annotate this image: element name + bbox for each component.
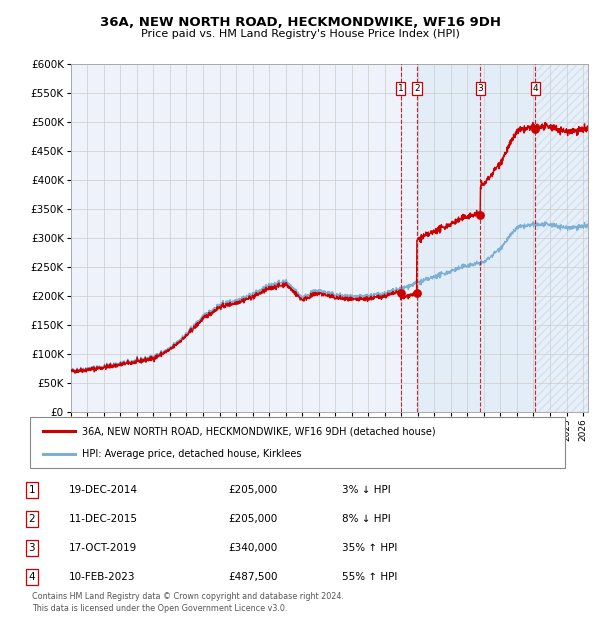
Point [476,210,485,220]
Text: 4: 4 [28,572,35,582]
Text: 4: 4 [533,84,538,93]
Bar [535,64,588,412]
Text: 3: 3 [478,84,484,93]
Text: 1: 1 [28,485,35,495]
Point [412,288,422,298]
Point [396,288,406,298]
Text: 17-OCT-2019: 17-OCT-2019 [69,543,137,553]
Text: 8% ↓ HPI: 8% ↓ HPI [342,514,391,524]
Text: 35% ↑ HPI: 35% ↑ HPI [342,543,397,553]
Text: 11-DEC-2015: 11-DEC-2015 [69,514,138,524]
Text: £340,000: £340,000 [228,543,277,553]
Text: £487,500: £487,500 [228,572,277,582]
Text: 1: 1 [398,84,403,93]
Text: £205,000: £205,000 [228,485,277,495]
Text: 3: 3 [28,543,35,553]
Text: HPI: Average price, detached house, Kirklees: HPI: Average price, detached house, Kirk… [82,449,302,459]
Text: 3% ↓ HPI: 3% ↓ HPI [342,485,391,495]
Point [530,124,540,134]
Text: 36A, NEW NORTH ROAD, HECKMONDWIKE, WF16 9DH (detached house): 36A, NEW NORTH ROAD, HECKMONDWIKE, WF16 … [82,427,436,436]
Text: £205,000: £205,000 [228,514,277,524]
Text: Price paid vs. HM Land Registry's House Price Index (HPI): Price paid vs. HM Land Registry's House … [140,29,460,39]
Text: 2: 2 [28,514,35,524]
Text: This data is licensed under the Open Government Licence v3.0.: This data is licensed under the Open Gov… [32,603,287,613]
Text: 19-DEC-2014: 19-DEC-2014 [69,485,138,495]
Text: Contains HM Land Registry data © Crown copyright and database right 2024.: Contains HM Land Registry data © Crown c… [32,592,344,601]
Text: 55% ↑ HPI: 55% ↑ HPI [342,572,397,582]
Text: 10-FEB-2023: 10-FEB-2023 [69,572,136,582]
Bar [417,64,535,412]
Text: 2: 2 [414,84,419,93]
Text: 36A, NEW NORTH ROAD, HECKMONDWIKE, WF16 9DH: 36A, NEW NORTH ROAD, HECKMONDWIKE, WF16 … [100,16,500,29]
